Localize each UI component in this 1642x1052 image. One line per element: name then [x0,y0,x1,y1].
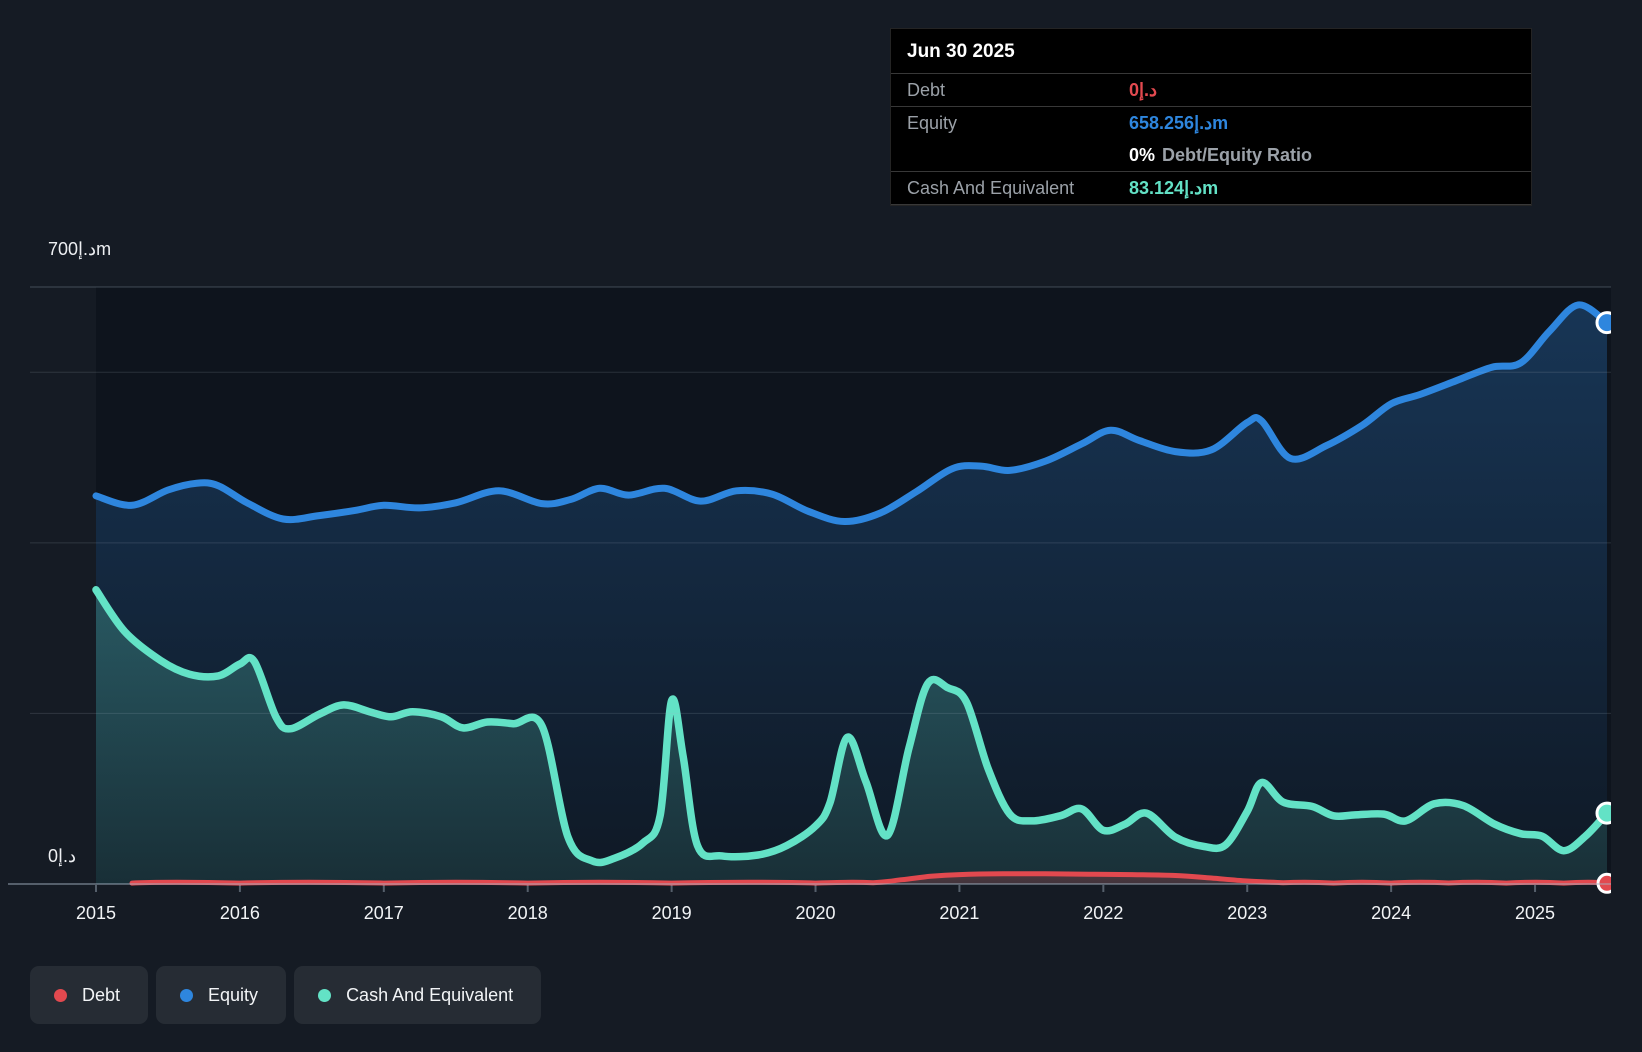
legend-label: Cash And Equivalent [346,984,514,1005]
year-label-2019: 2019 [651,903,692,923]
tooltip-bottom-rule [891,204,1531,205]
tooltip-equity-label: Equity [907,112,958,133]
tooltip-ratio-label: Debt/Equity Ratio [1162,144,1313,165]
legend-dot-icon [180,988,194,1002]
marker-cash-and-equivalent[interactable] [1595,801,1617,825]
tooltip-equity-value: 658.256د.إm [1129,112,1229,133]
legend-pill-debt[interactable]: Debt [30,966,149,1024]
year-label-2015: 2015 [75,903,117,923]
tooltip-debt-value: 0د.إ [1129,79,1158,100]
legend-dot-icon [318,988,332,1002]
year-label-2024: 2024 [1371,903,1412,923]
year-label-2017: 2017 [363,903,404,923]
tooltip-row-ratio: 0% Debt/Equity Ratio [891,139,1531,171]
legend-label: Debt [82,984,121,1005]
tooltip-row-cash: Cash And Equivalent 83.124د.إm [891,171,1531,204]
tooltip-row-debt: Debt 0د.إ [891,73,1531,106]
area-cash-and-equivalent [96,589,1607,884]
year-label-2021: 2021 [939,903,980,923]
chart-legend: Debt Equity Cash And Equivalent [30,966,542,1024]
tooltip-cash-label: Cash And Equivalent [907,177,1075,198]
year-label-2018: 2018 [507,903,548,923]
year-label-2016: 2016 [219,903,260,923]
year-label-2025: 2025 [1515,903,1556,923]
tooltip-debt-label: Debt [907,79,946,100]
legend-dot-icon [54,988,67,1002]
y-axis-label-0: 0د.إ [48,846,77,866]
marker-debt[interactable] [1596,872,1616,894]
line-equity [92,301,1611,526]
year-label-2023: 2023 [1227,903,1268,923]
marker-equity[interactable] [1595,311,1617,335]
tooltip-date: Jun 30 2025 [907,41,1015,62]
legend-label: Equity [208,984,259,1005]
legend-pill-equity[interactable]: Equity [156,966,287,1024]
y-axis-label-700: 700د.إm [48,239,112,259]
year-label-2022: 2022 [1083,903,1124,923]
line-cash-and-equivalent [92,586,1611,867]
tooltip-row-equity: Equity 658.256د.إm [891,106,1531,139]
line-debt [129,871,1610,886]
tooltip-cash-value: 83.124د.إm [1129,177,1219,198]
year-label-2020: 2020 [795,903,836,923]
legend-pill-cash-and-equivalent[interactable]: Cash And Equivalent [294,966,542,1024]
chart-tooltip: Jun 30 2025 Debt 0د.إ Equity 658.256د.إm… [890,28,1532,206]
tooltip-ratio-value: 0% [1129,144,1156,165]
